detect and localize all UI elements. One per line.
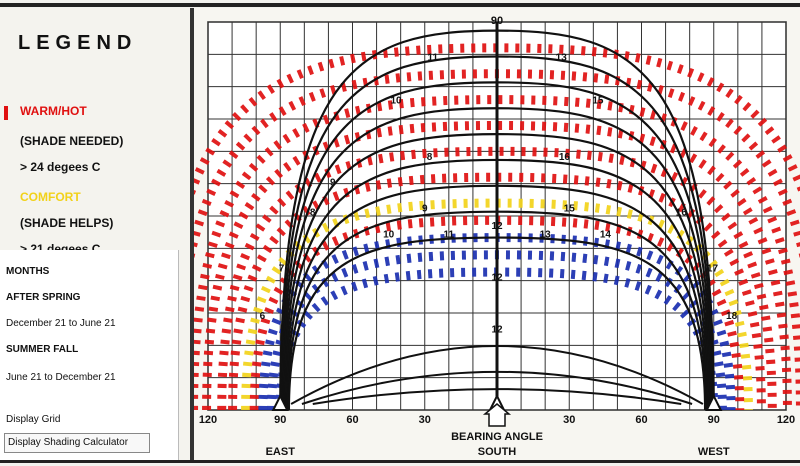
hot-note: (SHADE NEEDED): [20, 134, 124, 148]
inner-hour-label: 13: [540, 230, 552, 241]
noon-arrow-icon: [482, 403, 512, 427]
hot-label: WARM/HOT: [20, 104, 87, 118]
x-tick-label: 120: [199, 414, 217, 426]
inner-hour-label: 12: [491, 273, 503, 284]
shading-calculator-button[interactable]: Display Shading Calculator: [4, 433, 150, 453]
inner-hour-label: 8: [427, 152, 433, 163]
x-tick-label: 90: [274, 414, 286, 426]
hour-label: 15: [592, 96, 604, 107]
hour-label: 18: [726, 311, 738, 322]
inner-hour-label: 14: [600, 230, 612, 241]
inner-hour-label: 10: [383, 230, 395, 241]
sun-path-chart: 120906030030609012090BEARING ANGLEEASTSO…: [194, 8, 800, 460]
fall-range: June 21 to December 21: [6, 372, 116, 383]
x-tick-label: 90: [708, 414, 720, 426]
shading-band-2: [194, 95, 800, 411]
comfort-note: (SHADE HELPS): [20, 216, 114, 230]
direction-label: SOUTH: [478, 446, 517, 458]
inner-hour-label: 15: [564, 204, 576, 215]
bottom-border: [0, 460, 800, 463]
hour-label: 17: [707, 264, 719, 275]
shading-band-5: [228, 172, 766, 411]
shading-band-4: [217, 146, 777, 411]
horizon-marker-0: [271, 393, 289, 411]
hot-marker: [4, 106, 8, 120]
top-tick-label: 90: [491, 15, 503, 27]
x-tick-label: 60: [635, 414, 647, 426]
horizon-marker-2: [705, 393, 723, 411]
direction-label: WEST: [698, 446, 730, 458]
months-title: MONTHS: [6, 266, 50, 277]
fall-option[interactable]: SUMMER FALL: [6, 344, 79, 355]
top-border: [0, 3, 800, 7]
hot-temp: > 24 degees C: [20, 160, 101, 174]
inner-hour-label: 9: [422, 204, 428, 215]
hour-label: 8: [310, 208, 316, 219]
spring-range: December 21 to June 21: [6, 318, 116, 329]
inner-hour-label: 11: [444, 230, 455, 241]
x-tick-label: 30: [563, 414, 575, 426]
display-grid-option[interactable]: Display Grid: [6, 414, 61, 425]
x-tick-label: 30: [419, 414, 431, 426]
hour-label: 7: [279, 264, 285, 275]
legend-title: LEGEND: [18, 32, 138, 54]
inner-hour-label: 12: [491, 324, 503, 335]
spring-option[interactable]: AFTER SPRING: [6, 292, 81, 303]
shading-calculator-label: Display Shading Calculator: [8, 437, 129, 448]
inner-hour-label: 16: [559, 152, 571, 163]
direction-label: EAST: [266, 446, 296, 458]
hour-label: 10: [390, 96, 402, 107]
x-tick-label: 120: [777, 414, 795, 426]
hour-label: 11: [427, 52, 438, 63]
comfort-label: COMFORT: [20, 190, 81, 204]
sun-path-svg: 120906030030609012090BEARING ANGLEEASTSO…: [194, 15, 800, 458]
hour-label: 16: [676, 208, 688, 219]
hour-label: 9: [330, 178, 336, 189]
hour-label: 6: [260, 311, 266, 322]
inner-hour-label: 12: [491, 221, 503, 232]
months-panel: MONTHS AFTER SPRING December 21 to June …: [0, 250, 179, 462]
x-tick-label: 60: [346, 414, 358, 426]
hour-label: 13: [556, 52, 568, 63]
x-axis-label: BEARING ANGLE: [451, 431, 543, 443]
